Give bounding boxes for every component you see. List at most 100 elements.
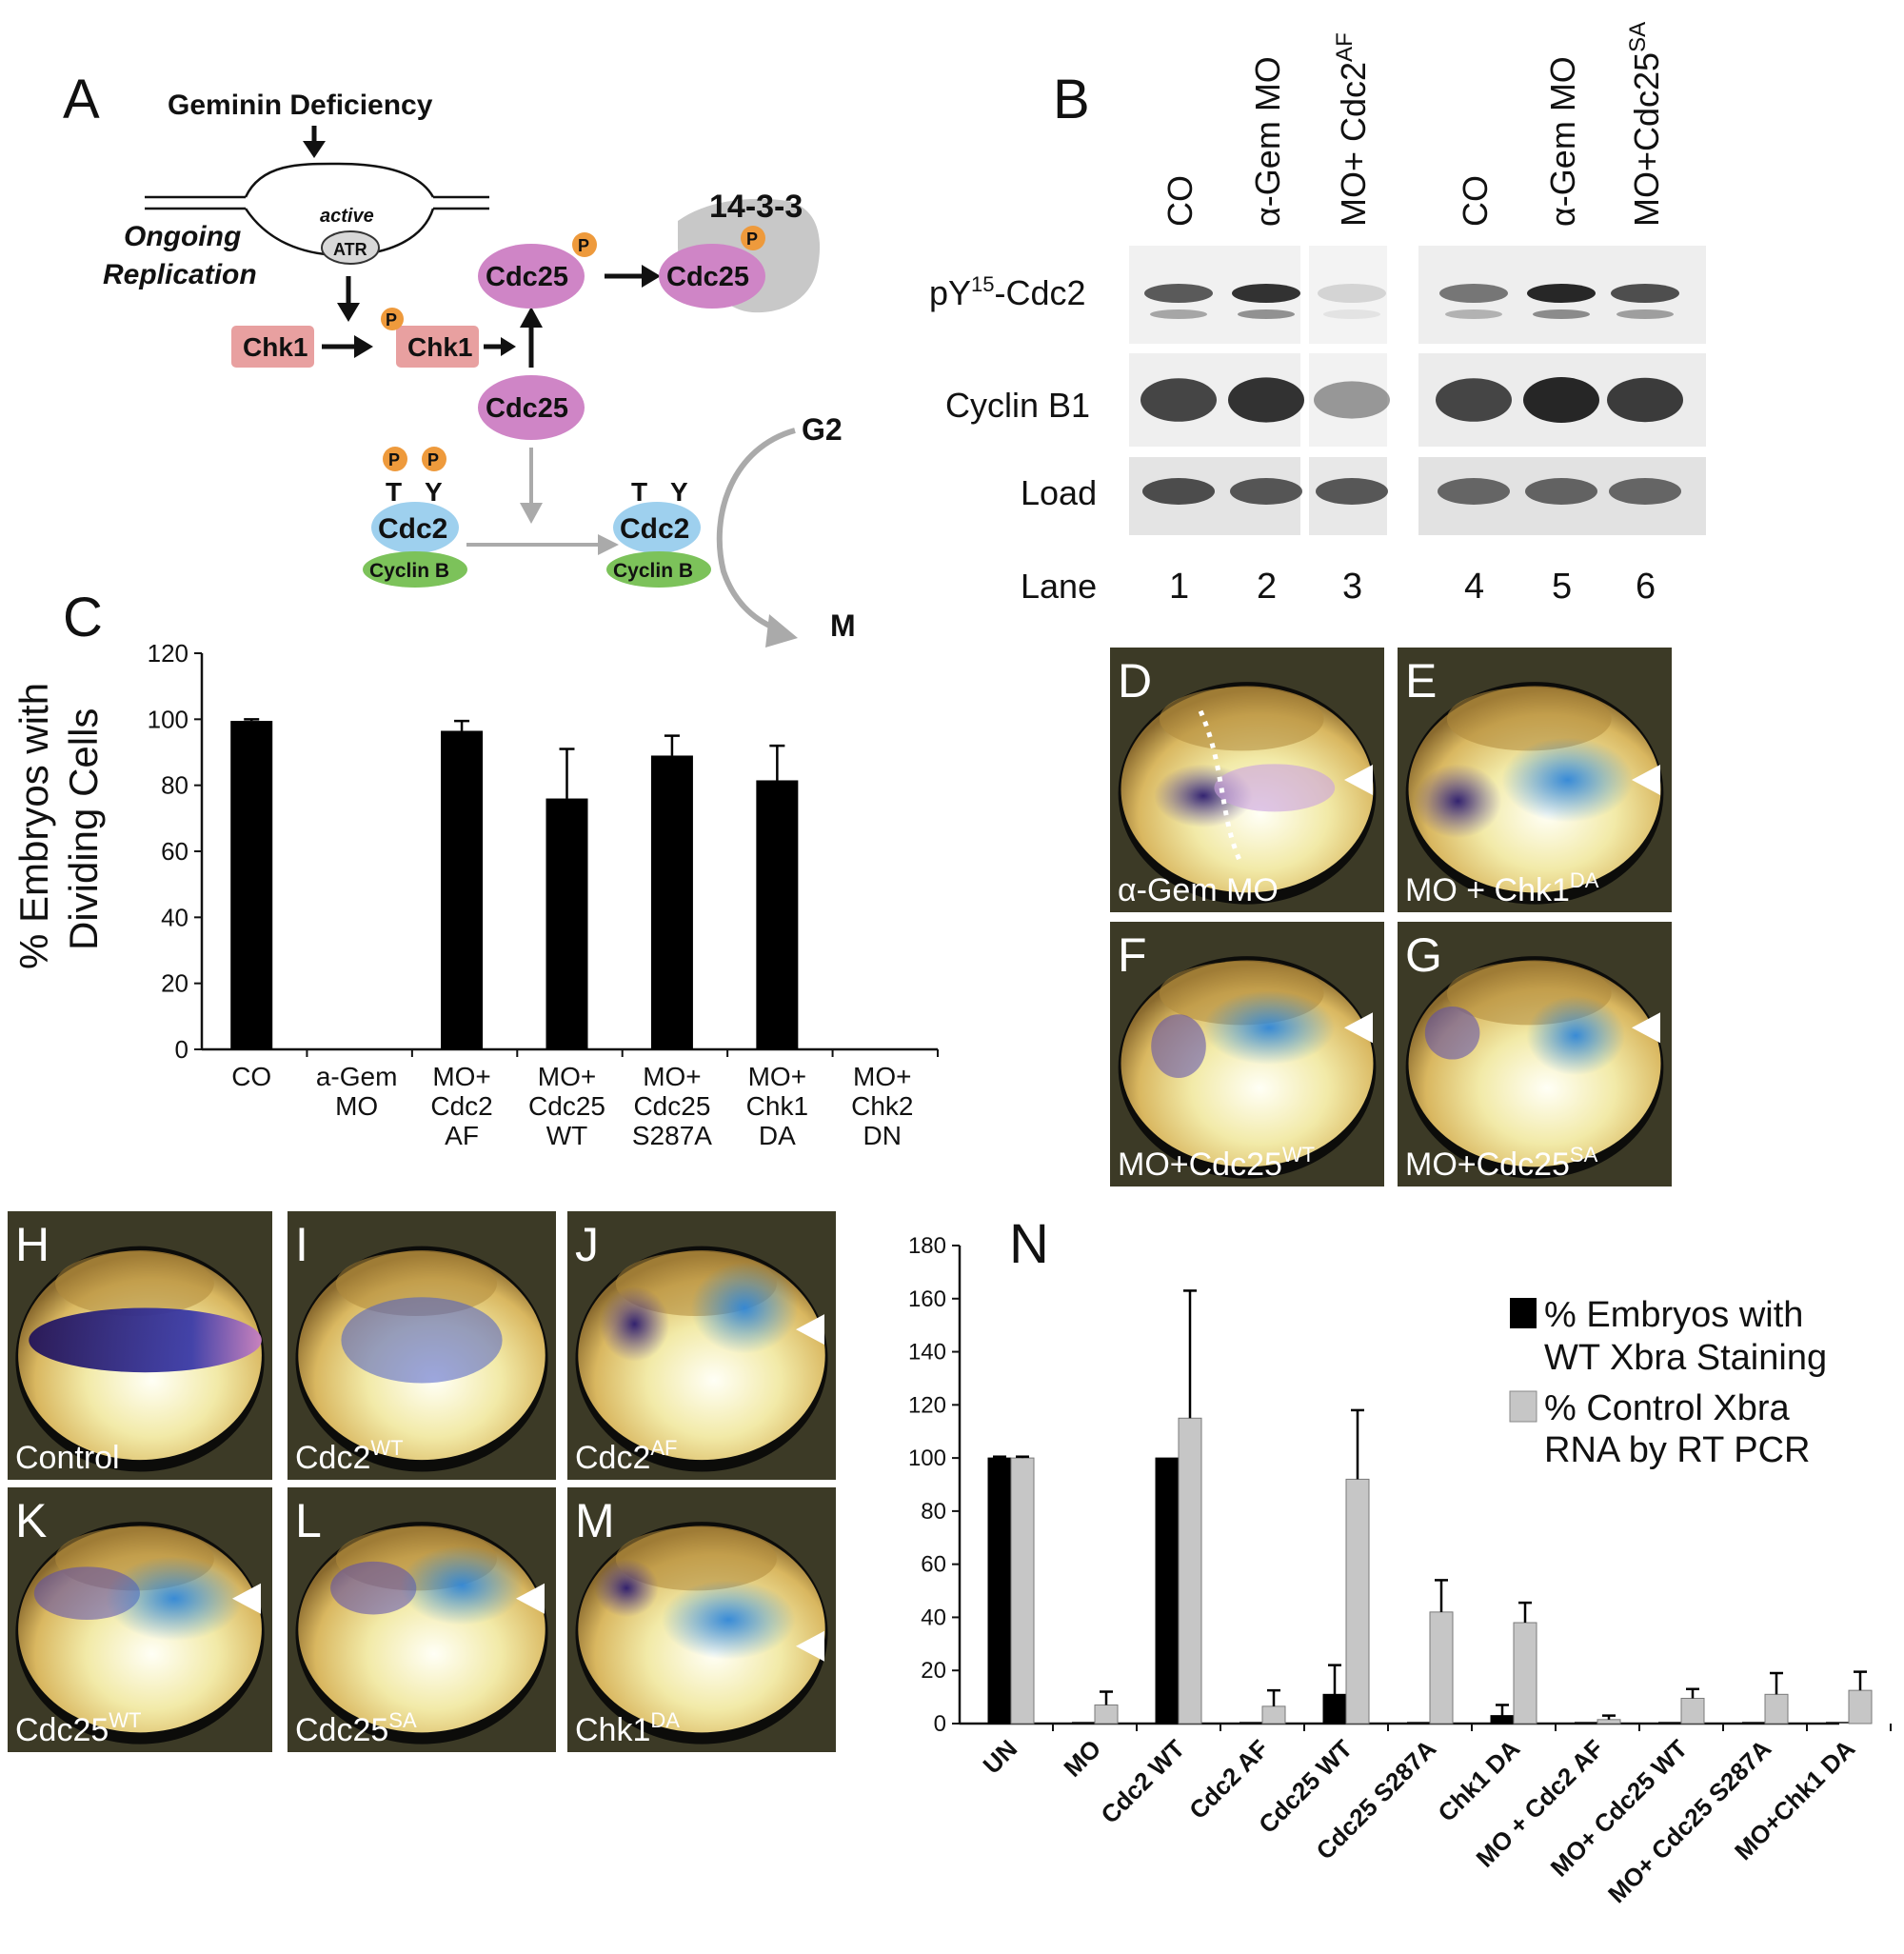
bar-gray — [1094, 1704, 1119, 1725]
bar — [756, 780, 799, 1049]
blot-band — [1316, 478, 1388, 505]
cyclinb-active-node — [606, 551, 711, 588]
active-label: active — [320, 206, 374, 227]
replication-bubble — [145, 162, 489, 257]
xbra-purple-stain — [1424, 1006, 1480, 1060]
bar-black — [1490, 1715, 1515, 1725]
photo-caption: Cdc25WT — [15, 1708, 141, 1748]
bar — [545, 798, 588, 1049]
panel-label-k: K — [15, 1494, 47, 1547]
cdc2-active-label: Cdc2 — [620, 513, 689, 545]
panel-label-l: L — [295, 1494, 322, 1547]
panel-letters: A B C N — [63, 69, 1090, 1275]
blot-lane-number: 4 — [1464, 567, 1484, 607]
category-label: MO — [335, 1091, 378, 1121]
blot-tile-py-b — [1309, 246, 1387, 344]
cdc25-up-arrow-head — [520, 307, 543, 328]
chk1-p-label: Chk1 — [407, 332, 472, 362]
blot-band — [1228, 377, 1304, 423]
y-tick-label: 140 — [908, 1340, 946, 1366]
arrowhead-marker — [796, 1630, 824, 1662]
blot-row-label-cyclin: Cyclin B1 — [945, 386, 1090, 425]
chk1-label: Chk1 — [243, 332, 307, 362]
cdc25-p-node — [478, 244, 585, 309]
western-blot: CO α-Gem MO MO+ Cdc2AF CO α-Gem MO MO+Cdc25SA… — [929, 22, 1706, 607]
atr-node — [321, 230, 380, 265]
category-label: DA — [759, 1121, 796, 1150]
bar-black — [1322, 1693, 1347, 1725]
category-label: AF — [445, 1121, 479, 1150]
chk1-box — [231, 326, 314, 368]
cdc25-gray-arrow-head — [520, 503, 543, 524]
y-tick-label: 160 — [908, 1286, 946, 1312]
blot-band — [1140, 378, 1217, 422]
blot-column-label: MO+ Cdc2AF — [1332, 32, 1373, 227]
xbra-band-stain — [29, 1307, 262, 1373]
blot-band — [1609, 478, 1681, 505]
cdc2-y-phospho-label: P — [427, 450, 439, 469]
panel-label-n: N — [1009, 1213, 1049, 1275]
atr-arrow-head — [337, 303, 360, 322]
bar — [441, 730, 484, 1049]
xbra-blue-stain — [105, 1556, 244, 1642]
blot-column-labels: CO α-Gem MO MO+ Cdc2AF CO α-Gem MO MO+Cdc25SA — [1160, 22, 1666, 227]
chk1-cdc25-arrow-head — [501, 337, 516, 356]
category-label: MO+ Cdc25 S287A — [1602, 1734, 1776, 1908]
y-tick-label: 60 — [921, 1552, 946, 1578]
embryo-photo-h: H Control — [8, 1211, 272, 1480]
p1433-label: 14-3-3 — [709, 189, 803, 225]
bar-gray — [1345, 1478, 1370, 1725]
blot-column-label: CO — [1160, 175, 1200, 227]
arrowhead-marker — [516, 1583, 545, 1614]
blot-band — [1232, 284, 1300, 303]
cdc2-active-y-residue: Y — [670, 477, 688, 507]
cdc25-phospho-label: P — [578, 236, 589, 255]
arrowhead-marker — [796, 1314, 824, 1346]
y-tick-label: 0 — [175, 1035, 188, 1064]
xbra-dotted-stain — [341, 1297, 503, 1384]
category-label: Cdc25 — [528, 1091, 605, 1121]
panel-label-i: I — [295, 1218, 308, 1271]
bar-gray — [1597, 1719, 1621, 1725]
category-label: MO+ — [853, 1062, 911, 1091]
cdc2-t-phospho-label: P — [388, 450, 400, 469]
dashed-boundary — [1198, 709, 1244, 867]
cdc25-node — [478, 375, 585, 440]
blot-band — [1318, 284, 1386, 303]
y-tick-label: 100 — [908, 1446, 946, 1471]
bar-gray — [1848, 1689, 1873, 1725]
cyclinb-active-label: Cyclin B — [613, 560, 693, 582]
cdc2-node — [371, 502, 459, 553]
blot-bands — [1140, 284, 1683, 505]
animal-cap — [55, 1251, 214, 1316]
y-tick-label: 40 — [161, 903, 188, 931]
blot-column-label: α-Gem MO — [1248, 56, 1287, 227]
blot-lane-number: 1 — [1169, 567, 1189, 607]
bar — [650, 755, 693, 1049]
blot-band — [1150, 309, 1207, 319]
panel-label-j: J — [575, 1218, 599, 1271]
arrowhead-marker — [1632, 1012, 1660, 1044]
legend-gray-line1: % Control Xbra — [1544, 1388, 1791, 1428]
bar-gray — [1429, 1611, 1454, 1725]
category-label: Cdc2 — [430, 1091, 492, 1121]
photo-caption: Cdc25SA — [295, 1708, 417, 1748]
arrowhead-marker — [232, 1583, 261, 1614]
bar-gray — [1680, 1698, 1705, 1725]
bar-gray — [1764, 1693, 1789, 1725]
cdc2-y-phospho-dot — [422, 447, 446, 471]
photo-caption: Cdc2AF — [575, 1436, 678, 1476]
category-label: WT — [546, 1121, 588, 1150]
chk1-phospho-label: P — [386, 310, 397, 329]
animal-cap — [1159, 687, 1324, 751]
g2-m-arrow — [716, 428, 796, 631]
bar-gray — [1010, 1457, 1035, 1725]
embryo-photo-i: I Cdc2WT — [288, 1211, 556, 1480]
cdc2-gray-arrow-head — [598, 534, 619, 555]
animal-cap — [1446, 687, 1612, 751]
cdc25-p-label: Cdc25 — [486, 262, 568, 292]
panel-label-f: F — [1118, 928, 1147, 982]
g2-label: G2 — [802, 412, 843, 447]
arrowhead-marker — [1632, 765, 1660, 795]
